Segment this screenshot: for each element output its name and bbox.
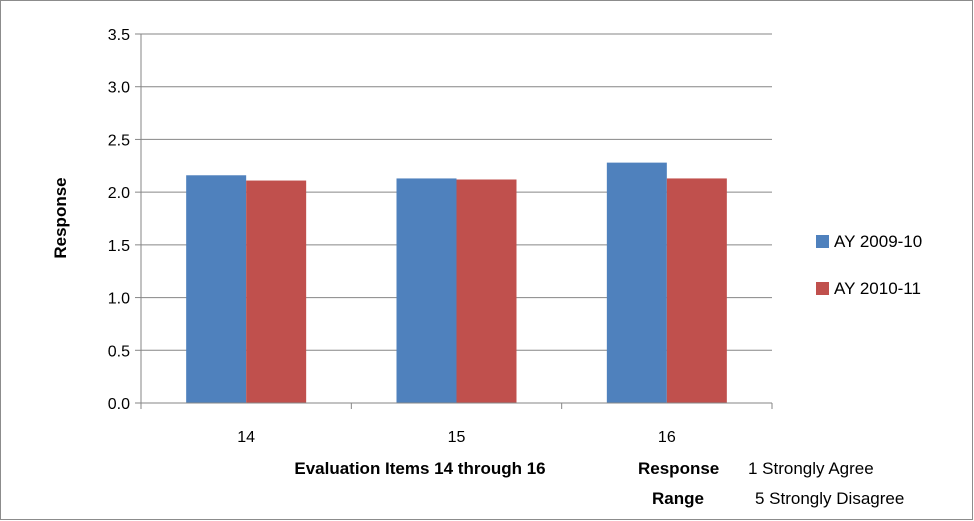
response-note-label-2: Range [652,489,704,508]
response-note-value-2: 5 Strongly Disagree [755,489,904,508]
y-tick-label: 1.5 [108,238,130,255]
y-tick-label: 2.0 [108,185,130,202]
x-axis-title: Evaluation Items 14 through 16 [294,459,545,478]
legend-label: AY 2009-10 [834,232,922,251]
legend-swatch [816,235,829,248]
y-tick-label: 2.5 [108,132,130,149]
bar-ay-2009-10-15 [396,178,457,403]
bar-ay-2010-11-16 [666,178,727,403]
bar-ay-2010-11-14 [246,180,307,403]
y-axis-title: Response [51,177,70,258]
legend-swatch [816,282,829,295]
y-tick-label: 3.5 [108,27,130,44]
y-tick-label: 0.5 [108,343,130,360]
bar-ay-2009-10-14 [186,175,247,403]
y-tick-label: 3.0 [108,80,130,97]
y-tick-label: 1.0 [108,291,130,308]
x-tick-label: 14 [237,429,255,446]
legend: AY 2009-10 AY 2010-11 [816,232,922,298]
response-note-value-1: 1 Strongly Agree [748,459,874,478]
response-range-note: Response Range 1 Strongly Agree 5 Strong… [638,459,904,508]
x-tick-label: 16 [658,429,676,446]
response-note-label-1: Response [638,459,719,478]
x-tick-label: 15 [448,429,466,446]
bar-ay-2009-10-16 [606,162,667,403]
bar-ay-2010-11-15 [456,179,517,403]
bars [186,162,727,403]
legend-label: AY 2010-11 [834,279,921,298]
y-tick-labels: 0.0 0.5 1.0 1.5 2.0 2.5 3.0 3.5 [108,27,130,413]
axes [140,34,773,409]
x-tick-labels: 14 15 16 [237,429,676,446]
y-tick-label: 0.0 [108,396,130,413]
